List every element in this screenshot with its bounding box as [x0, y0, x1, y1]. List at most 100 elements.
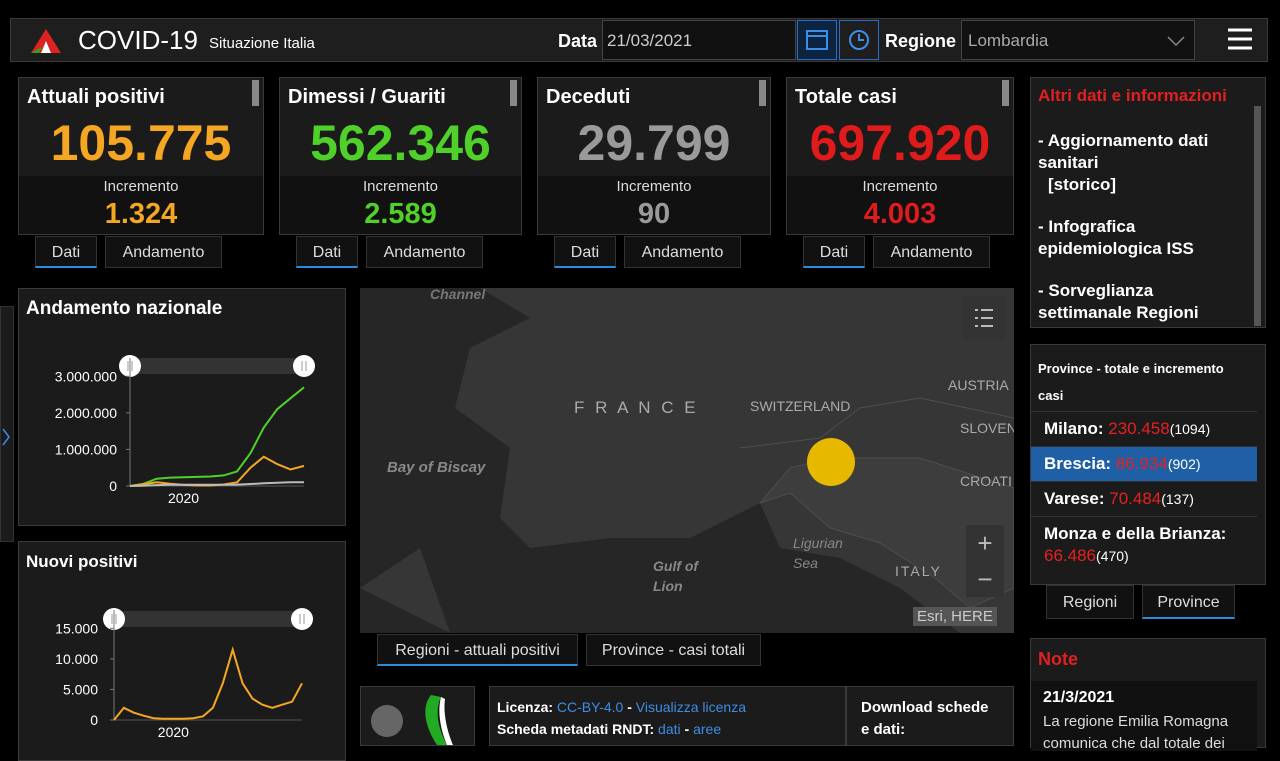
note-date: 21/3/2021: [1043, 689, 1115, 706]
legend-button[interactable]: [962, 296, 1006, 340]
license-view-link[interactable]: Visualizza licenza: [635, 699, 747, 715]
card-value: 105.775: [50, 115, 232, 171]
province-total: 86.934: [1115, 454, 1168, 473]
province-increment: (470): [1096, 548, 1129, 564]
card-tab[interactable]: Dati: [35, 236, 97, 268]
card-lower: [538, 176, 770, 234]
province-increment: (137): [1161, 491, 1194, 507]
attribution: Esri, HERE: [913, 607, 997, 626]
increment-value: 4.003: [863, 198, 937, 230]
metadata-link[interactable]: dati: [658, 721, 681, 737]
region-label: Regione: [885, 31, 957, 51]
card-value: 697.920: [809, 115, 991, 171]
map-tab[interactable]: Regioni - attuali positivi: [377, 634, 578, 666]
download-title: Download schede e dati:: [861, 699, 989, 738]
province-total: 230.458: [1108, 419, 1170, 438]
date-input[interactable]: 21/03/2021: [602, 20, 796, 60]
increment-label: Incremento: [362, 178, 439, 195]
map-label: SWITZERLAND: [750, 398, 851, 414]
zoom-control[interactable]: + −: [966, 525, 1004, 597]
info-link[interactable]: - Sorveglianza settimanale Regioni: [1038, 281, 1199, 322]
province-title: Province - totale e incremento casi: [1038, 361, 1224, 403]
card-title: Deceduti: [546, 86, 631, 108]
metadata-label: Scheda metadati RNDT:: [497, 721, 655, 737]
time-button[interactable]: [839, 20, 879, 60]
map[interactable]: Channel F R A N C E SWITZERLAND AUSTRIA …: [360, 288, 1014, 633]
note-panel: Note 21/3/2021 La regione Emilia Romagna…: [1030, 638, 1266, 752]
app-title: COVID-19: [78, 25, 198, 55]
province-row[interactable]: Monza e della Brianza: 66.486(470): [1031, 516, 1257, 573]
side-toggle[interactable]: [0, 306, 14, 542]
card-lower: [280, 176, 521, 234]
note-body: 21/3/2021 La regione Emilia Romagna comu…: [1031, 681, 1257, 752]
card-tab[interactable]: Dati: [554, 236, 616, 268]
increment-label: Incremento: [103, 178, 179, 195]
map-bubble[interactable]: [807, 438, 855, 486]
province-name: Varese:: [1044, 489, 1105, 508]
province-tab[interactable]: Regioni: [1046, 585, 1134, 619]
card-tab[interactable]: Andamento: [105, 236, 222, 268]
scrollbar[interactable]: [759, 80, 766, 106]
card-tab[interactable]: Dati: [296, 236, 358, 268]
increment-label: Incremento: [616, 178, 692, 195]
province-row[interactable]: Brescia: 86.934(902): [1031, 446, 1257, 481]
scrollbar[interactable]: [1254, 106, 1261, 326]
card-title: Attuali positivi: [27, 86, 165, 108]
province-name: Brescia:: [1044, 454, 1112, 473]
province-total: 70.484: [1109, 489, 1162, 508]
increment-value: 1.324: [104, 198, 178, 230]
scrollbar[interactable]: [510, 80, 517, 106]
note-title: Note: [1038, 649, 1078, 669]
card-title: Dimessi / Guariti: [288, 86, 446, 108]
logos-panel: [360, 686, 475, 746]
note-text: La regione Emilia Romagna comunica che d…: [1043, 713, 1229, 752]
province-increment: (1094): [1169, 421, 1211, 437]
stat-card: Deceduti 29.799 Incremento 90: [537, 77, 771, 235]
dropdown-arrow: [1167, 36, 1185, 47]
card-tab[interactable]: Dati: [803, 236, 865, 268]
metadata-link[interactable]: aree: [693, 721, 722, 737]
province-name: Monza e della Brianza:: [1044, 524, 1227, 543]
map-label: F R A N C E: [574, 398, 699, 417]
province-tab[interactable]: Province: [1142, 585, 1235, 619]
calendar-button[interactable]: [797, 20, 837, 60]
info-link[interactable]: [storico]: [1048, 175, 1116, 194]
map-label: SLOVEN: [960, 420, 1014, 436]
card-tab[interactable]: Andamento: [624, 236, 741, 268]
province-row[interactable]: Varese: 70.484(137): [1031, 481, 1257, 516]
province-panel: Province - totale e incremento casi Mila…: [1030, 344, 1266, 585]
map-label: Gulf of Lion: [653, 558, 699, 594]
province-row[interactable]: Milano: 230.458(1094): [1031, 411, 1257, 446]
card-title: Totale casi: [795, 86, 897, 108]
scrollbar[interactable]: [1002, 80, 1009, 106]
increment-label: Incremento: [862, 178, 938, 195]
increment-value: 90: [637, 198, 671, 230]
stat-card: Attuali positivi 105.775 Incremento 1.324: [18, 77, 264, 235]
header-bar: COVID-19 Situazione Italia Data 21/03/20…: [10, 18, 1268, 62]
map-label: Ligurian Sea: [793, 535, 843, 571]
province-increment: (902): [1167, 456, 1201, 472]
card-tab[interactable]: Andamento: [366, 236, 483, 268]
map-label: Bay of Biscay: [387, 459, 486, 476]
separator: -: [684, 721, 690, 737]
info-link[interactable]: - Infografica epidemiologica ISS: [1038, 217, 1194, 258]
scrollbar[interactable]: [252, 80, 259, 106]
card-value: 562.346: [310, 115, 491, 171]
menu-button[interactable]: [1227, 27, 1253, 51]
map-tab[interactable]: Province - casi totali: [586, 634, 761, 666]
info-link[interactable]: - Aggiornamento dati sanitari: [1038, 131, 1209, 172]
license-link[interactable]: CC-BY-4.0: [556, 699, 624, 715]
stat-card: Dimessi / Guariti 562.346 Incremento 2.589: [279, 77, 522, 235]
card-lower: [787, 176, 1013, 234]
dashboard: COVID-19 Situazione Italia Data 21/03/20…: [0, 18, 1268, 761]
region-select[interactable]: Lombardia: [961, 20, 1195, 60]
stat-card: Totale casi 697.920 Incremento 4.003: [786, 77, 1014, 235]
card-tab[interactable]: Andamento: [873, 236, 990, 268]
date-label: Data: [558, 31, 598, 51]
increment-value: 2.589: [364, 198, 437, 230]
map-label: CROATI: [960, 473, 1012, 489]
app-subtitle: Situazione Italia: [209, 35, 315, 52]
info-panel: Altri dati e informazioni - Aggiornament…: [1030, 77, 1266, 328]
map-basemap: [360, 288, 1014, 633]
chart-panel: Andamento nazionale: [18, 288, 346, 526]
